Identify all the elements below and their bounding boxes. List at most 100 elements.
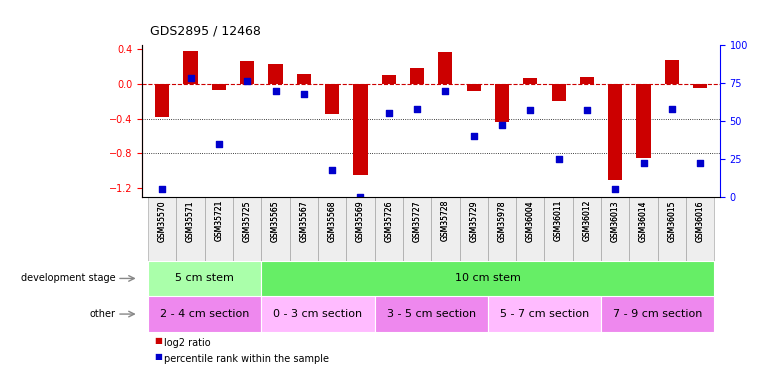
Point	[354, 194, 367, 200]
Text: GSM36011: GSM36011	[554, 200, 563, 242]
Bar	[346, 197, 374, 261]
Bar	[240, 61, 254, 84]
Bar	[495, 84, 509, 122]
Bar	[637, 84, 651, 158]
Bar	[601, 197, 629, 261]
Bar	[205, 197, 233, 261]
Text: 2 - 4 cm section: 2 - 4 cm section	[160, 309, 249, 319]
Bar	[353, 84, 367, 175]
Text: GSM35568: GSM35568	[327, 200, 336, 242]
Bar	[460, 197, 488, 261]
Text: percentile rank within the sample: percentile rank within the sample	[164, 354, 329, 364]
Text: 7 - 9 cm section: 7 - 9 cm section	[613, 309, 702, 319]
Text: GSM35727: GSM35727	[413, 200, 421, 242]
Text: GDS2895 / 12468: GDS2895 / 12468	[150, 24, 261, 38]
Point	[638, 160, 650, 166]
Text: GSM35726: GSM35726	[384, 200, 393, 242]
Bar	[269, 64, 283, 84]
Text: GSM35978: GSM35978	[497, 200, 507, 242]
Text: GSM36013: GSM36013	[611, 200, 620, 242]
Bar	[261, 261, 715, 296]
Text: 5 - 7 cm section: 5 - 7 cm section	[500, 309, 589, 319]
Point	[609, 186, 621, 192]
Bar	[233, 197, 261, 261]
Bar	[212, 84, 226, 90]
Bar	[629, 197, 658, 261]
Point	[185, 75, 197, 81]
Bar	[374, 296, 488, 332]
Bar	[608, 84, 622, 180]
Bar	[516, 197, 544, 261]
Text: GSM35721: GSM35721	[214, 200, 223, 242]
Text: GSM36013: GSM36013	[611, 200, 620, 242]
Bar	[488, 296, 601, 332]
Text: GSM35721: GSM35721	[214, 200, 223, 242]
Text: GSM36012: GSM36012	[582, 200, 591, 242]
Text: 10 cm stem: 10 cm stem	[455, 273, 521, 284]
Bar	[573, 197, 601, 261]
Text: GSM35728: GSM35728	[441, 200, 450, 242]
Point	[665, 106, 678, 112]
Bar	[438, 52, 453, 84]
Text: GSM36016: GSM36016	[695, 200, 705, 242]
Text: GSM35727: GSM35727	[413, 200, 421, 242]
Point	[270, 88, 282, 94]
Bar	[551, 84, 566, 101]
Bar	[665, 60, 679, 84]
Text: GSM35729: GSM35729	[469, 200, 478, 242]
Text: GSM35567: GSM35567	[300, 200, 308, 242]
Bar	[601, 296, 715, 332]
Text: 3 - 5 cm section: 3 - 5 cm section	[387, 309, 476, 319]
Bar	[148, 296, 261, 332]
Point	[213, 141, 225, 147]
Text: GSM35728: GSM35728	[441, 200, 450, 242]
Text: GSM35570: GSM35570	[158, 200, 167, 242]
Text: log2 ratio: log2 ratio	[164, 338, 211, 348]
Bar	[176, 197, 205, 261]
Point	[524, 107, 537, 113]
Point	[467, 133, 480, 139]
Text: ■: ■	[154, 352, 162, 362]
Text: GSM35725: GSM35725	[243, 200, 252, 242]
Bar	[148, 261, 261, 296]
Text: GSM35569: GSM35569	[356, 200, 365, 242]
Bar	[693, 84, 707, 88]
Text: GSM35569: GSM35569	[356, 200, 365, 242]
Text: development stage: development stage	[21, 273, 116, 284]
Bar	[431, 197, 460, 261]
Bar	[686, 197, 715, 261]
Text: GSM35565: GSM35565	[271, 200, 280, 242]
Text: GSM35729: GSM35729	[469, 200, 478, 242]
Text: GSM35571: GSM35571	[186, 200, 195, 242]
Text: GSM36014: GSM36014	[639, 200, 648, 242]
Text: GSM36004: GSM36004	[526, 200, 535, 242]
Point	[326, 166, 338, 172]
Bar	[467, 84, 480, 91]
Text: GSM35565: GSM35565	[271, 200, 280, 242]
Bar	[403, 197, 431, 261]
Bar	[410, 68, 424, 84]
Bar	[325, 84, 340, 114]
Text: GSM36015: GSM36015	[668, 200, 676, 242]
Point	[383, 110, 395, 116]
Text: GSM35567: GSM35567	[300, 200, 308, 242]
Text: GSM35978: GSM35978	[497, 200, 507, 242]
Point	[298, 91, 310, 97]
Text: other: other	[89, 309, 116, 319]
Bar	[523, 78, 537, 84]
Text: GSM36016: GSM36016	[695, 200, 705, 242]
Point	[496, 123, 508, 129]
Text: ■: ■	[154, 336, 162, 345]
Text: GSM35726: GSM35726	[384, 200, 393, 242]
Text: GSM35570: GSM35570	[158, 200, 167, 242]
Point	[439, 88, 451, 94]
Point	[581, 107, 593, 113]
Text: 0 - 3 cm section: 0 - 3 cm section	[273, 309, 363, 319]
Bar	[382, 75, 396, 84]
Bar	[148, 197, 176, 261]
Bar	[156, 84, 169, 117]
Text: GSM35571: GSM35571	[186, 200, 195, 242]
Bar	[183, 51, 198, 84]
Text: 5 cm stem: 5 cm stem	[176, 273, 234, 284]
Text: GSM36004: GSM36004	[526, 200, 535, 242]
